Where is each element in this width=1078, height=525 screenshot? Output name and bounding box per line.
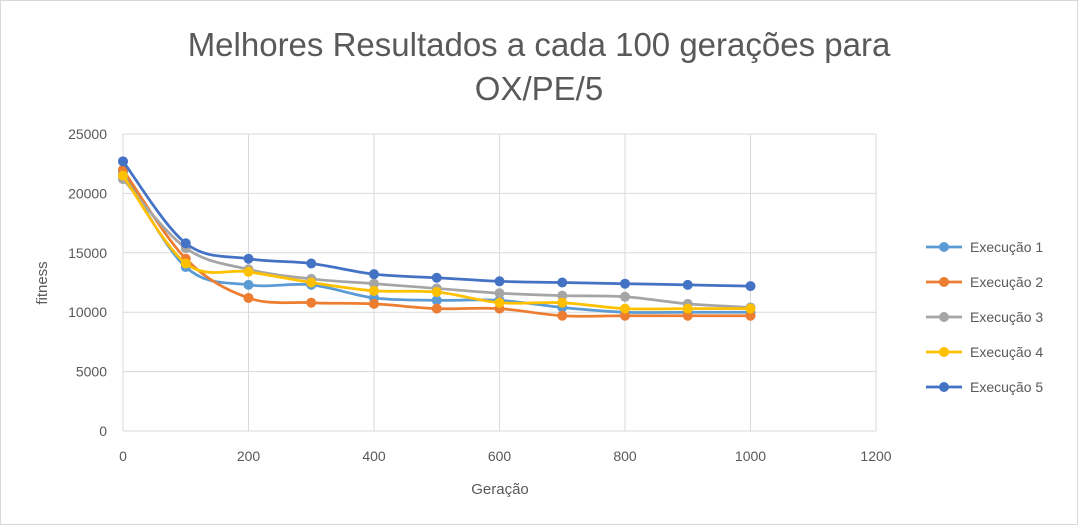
legend-marker [939,242,949,252]
legend-item: Execução 3 [926,309,1043,325]
data-point [494,288,505,299]
data-point [306,258,317,269]
data-point [243,292,254,303]
series-line [121,159,752,288]
x-tick-label: 0 [119,448,127,464]
data-point [620,303,630,314]
x-tick-label: 200 [237,448,261,464]
data-point [620,278,630,289]
data-point [557,290,568,301]
series-lines [118,156,756,321]
data-point [180,258,191,269]
data-point [180,238,191,249]
legend-marker [939,382,949,392]
legend-item: Execução 5 [926,379,1043,395]
y-axis-title: fitness [34,261,51,304]
legend-label: Execução 1 [970,239,1043,255]
y-tick-label: 20000 [68,185,107,201]
legend-label: Execução 2 [970,274,1043,290]
data-point [620,291,630,302]
series-5 [118,156,756,292]
data-point [557,277,568,288]
y-tick-label: 25000 [68,126,107,142]
x-tick-label: 1000 [735,448,766,464]
data-point [745,310,756,321]
data-point [620,310,630,321]
series-line [121,168,752,318]
data-point [118,156,128,167]
chart-title-line-2: OX/PE/5 [475,70,603,107]
tick-labels: 0 5000 10000 15000 20000 25000 0 200 400 600 800 10… [68,126,892,464]
data-point [557,297,568,308]
legend-item: Execução 2 [926,274,1043,290]
data-point [369,269,379,280]
y-tick-label: 10000 [68,304,107,320]
y-tick-label: 0 [99,423,107,439]
data-point [431,303,442,314]
legend-label: Execução 5 [970,379,1043,395]
data-point [494,276,505,287]
data-point [369,298,379,309]
legend-marker [939,312,949,322]
legend-item: Execução 4 [926,344,1043,360]
legend-marker [939,277,949,287]
legend-marker [939,347,949,357]
data-point [306,297,317,308]
data-point [118,170,128,181]
data-point [431,287,442,298]
y-tick-label: 15000 [68,245,107,261]
legend-label: Execução 4 [970,344,1043,360]
series-4 [118,170,756,314]
data-point [243,253,254,264]
legend-item: Execução 1 [926,239,1043,255]
data-point [745,303,756,314]
data-point [557,310,568,321]
data-point [494,297,505,308]
data-point [682,279,693,290]
data-point [243,266,254,277]
data-point [369,285,379,296]
data-point [682,310,693,321]
data-point [745,281,756,292]
data-point [369,278,379,289]
data-point [306,277,317,288]
data-point [243,279,254,290]
x-tick-label: 600 [488,448,512,464]
legend-label: Execução 3 [970,309,1043,325]
data-point [682,303,693,314]
data-point [431,295,442,306]
y-tick-label: 5000 [76,364,107,380]
x-axis-title: Geração [471,481,529,498]
x-tick-label: 400 [362,448,386,464]
data-point [431,272,442,283]
legend: Execução 1 Execução 2 Execução 3 Execução 4… [926,239,1043,395]
chart-title-line-1: Melhores Resultados a cada 100 gerações … [188,26,891,63]
x-tick-label: 800 [613,448,637,464]
x-tick-label: 1200 [860,448,891,464]
